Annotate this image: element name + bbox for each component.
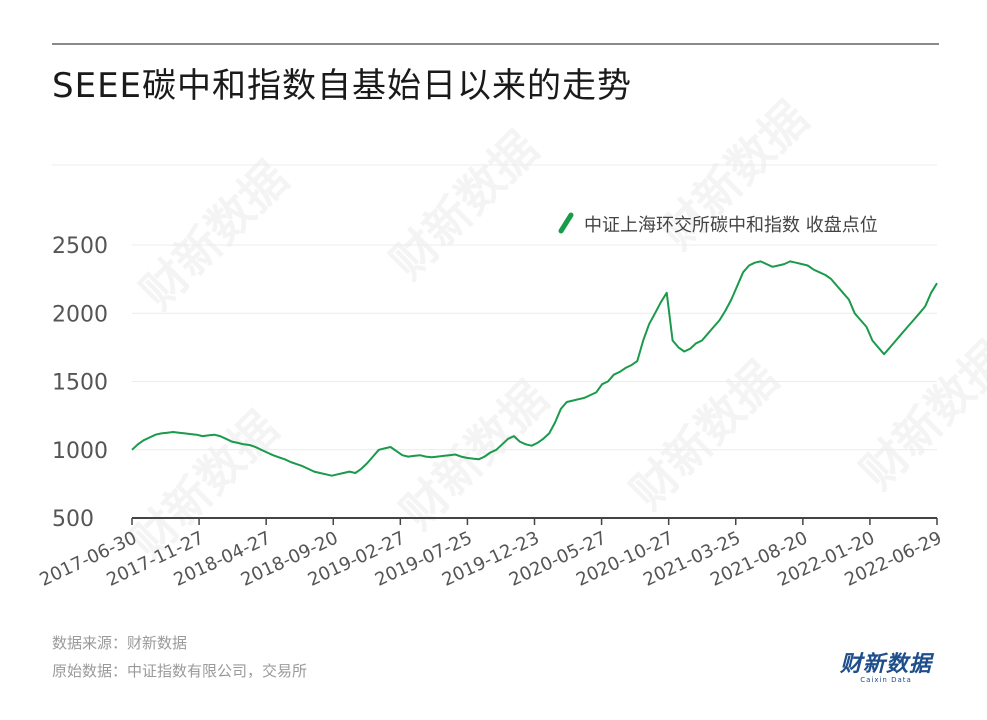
- data-origin: 原始数据：中证指数有限公司，交易所: [52, 660, 307, 681]
- y-tick-label: 2500: [52, 234, 108, 259]
- series-layer: [132, 261, 937, 475]
- legend: 中证上海环交所碳中和指数 收盘点位: [561, 215, 878, 236]
- legend-swatch: [561, 215, 571, 231]
- logo-text: 财新数据: [840, 646, 932, 678]
- y-axis-ticks: 500 1000 1500 2000 2500: [52, 234, 108, 532]
- data-source: 数据来源：财新数据: [52, 632, 187, 653]
- series-line: [132, 261, 937, 475]
- y-tick-label: 1500: [52, 371, 108, 396]
- caixin-logo: 财新数据 Caixin Data: [840, 646, 932, 684]
- y-tick-label: 2000: [52, 302, 108, 327]
- legend-label: 中证上海环交所碳中和指数 收盘点位: [584, 215, 878, 236]
- x-axis-ticks: 2017-06-302017-11-272018-04-272018-09-20…: [36, 518, 945, 591]
- y-tick-label: 1000: [52, 439, 108, 464]
- y-tick-label: 500: [52, 507, 94, 532]
